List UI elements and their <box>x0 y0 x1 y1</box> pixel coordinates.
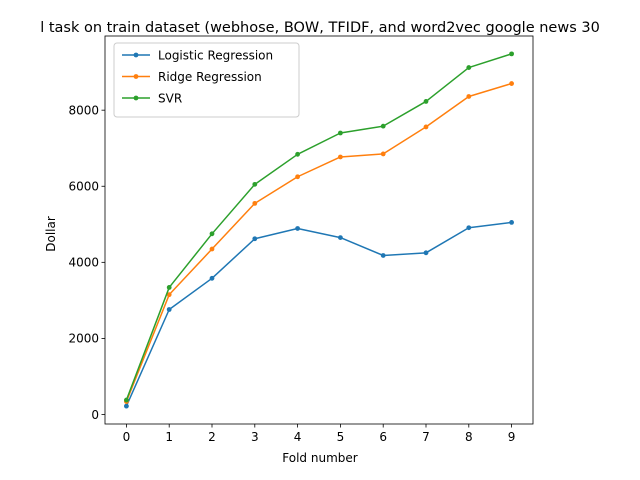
data-point-s1-3 <box>252 200 258 206</box>
data-point-s1-4 <box>295 174 300 180</box>
plot-area: 0 1 2 3 4 5 6 7 8 9 0 2000 4000 6000 8000 <box>68 35 534 444</box>
series-line-2 <box>125 53 512 401</box>
y-tick-label-8000: 8000 <box>68 103 99 117</box>
data-point-s1-1 <box>166 292 172 298</box>
legend: Logistic Regression Ridge Regression SVR <box>113 42 300 118</box>
x-tick-label-1: 1 <box>165 430 173 444</box>
series-line-0 <box>125 221 512 407</box>
data-point-s0-1 <box>166 307 172 312</box>
data-point-s2-4 <box>295 151 300 157</box>
data-point-s2-9 <box>509 51 514 57</box>
data-point-s0-0 <box>124 403 129 409</box>
data-point-s0-3 <box>252 236 258 242</box>
legend-label-2: SVR <box>158 91 182 105</box>
data-point-s2-0 <box>124 397 129 403</box>
data-point-s0-5 <box>338 235 343 241</box>
y-axis-label: Dollar <box>44 216 58 252</box>
legend-marker-1 <box>133 74 139 79</box>
data-point-s2-7 <box>423 99 429 104</box>
y-tick-label-4000: 4000 <box>68 256 99 270</box>
data-point-s2-8 <box>466 65 472 70</box>
data-point-s0-4 <box>295 226 300 231</box>
data-point-s1-5 <box>338 154 343 160</box>
data-point-s0-8 <box>466 225 472 231</box>
data-point-s0-2 <box>209 275 215 281</box>
data-point-s0-6 <box>380 253 386 258</box>
axes-frame <box>104 35 534 425</box>
data-point-s1-2 <box>209 246 215 252</box>
data-point-s2-2 <box>209 231 215 237</box>
legend-label-0: Logistic Regression <box>158 48 273 62</box>
x-axis-label: Fold number <box>282 451 357 465</box>
x-tick-label-3: 3 <box>251 430 259 444</box>
data-point-s2-1 <box>166 285 172 290</box>
x-tick-label-5: 5 <box>337 430 345 444</box>
data-point-s1-7 <box>423 124 429 130</box>
data-point-s1-8 <box>466 94 472 99</box>
data-point-s2-6 <box>380 123 386 129</box>
data-point-s1-6 <box>380 151 386 157</box>
legend-box <box>113 42 300 118</box>
legend-marker-2 <box>133 95 139 101</box>
x-tick-label-9: 9 <box>508 430 516 444</box>
data-point-s2-5 <box>338 130 343 136</box>
series-line-1 <box>125 82 512 402</box>
x-tick-label-8: 8 <box>465 430 473 444</box>
x-tick-label-2: 2 <box>208 430 216 444</box>
legend-marker-0 <box>133 52 139 58</box>
data-point-s2-3 <box>252 181 258 187</box>
data-point-s0-7 <box>423 250 429 256</box>
y-tick-label-2000: 2000 <box>68 332 99 346</box>
chart-title: l task on train dataset (webhose, BOW, T… <box>40 20 600 36</box>
data-point-s0-9 <box>509 219 514 225</box>
x-tick-label-7: 7 <box>422 430 430 444</box>
legend-label-1: Ridge Regression <box>158 70 262 84</box>
x-tick-label-4: 4 <box>294 430 302 444</box>
x-tick-label-6: 6 <box>379 430 387 444</box>
data-point-s1-9 <box>509 81 514 86</box>
y-tick-label-6000: 6000 <box>68 180 99 194</box>
y-tick-label-0: 0 <box>91 408 99 422</box>
x-tick-label-0: 0 <box>123 430 131 444</box>
